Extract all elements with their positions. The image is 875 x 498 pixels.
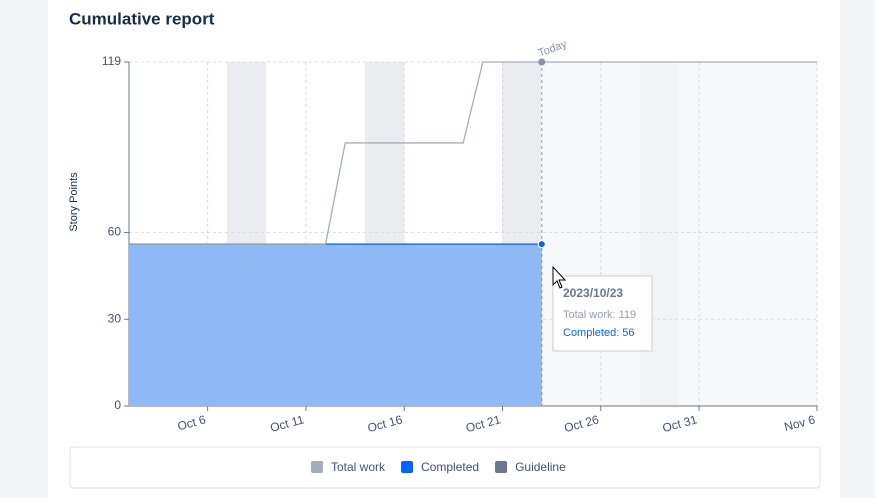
today-label: Today (537, 38, 569, 59)
future-region (541, 62, 817, 406)
legend-swatch (495, 461, 508, 473)
x-tick-label: Oct 16 (366, 412, 404, 435)
legend-swatch (401, 461, 414, 473)
legend-swatch (311, 461, 323, 473)
x-tick-label: Oct 26 (563, 412, 601, 435)
tooltip-title: 2023/10/23 (563, 286, 623, 300)
legend-label: Total work (331, 460, 386, 474)
x-tick-label: Oct 11 (269, 412, 306, 435)
x-tick-label: Oct 21 (464, 412, 502, 435)
completed-point (537, 240, 546, 249)
tooltip-line: Total work: 119 (563, 309, 636, 321)
x-tick-label: Nov 6 (783, 412, 817, 434)
x-tick-label: Oct 31 (661, 412, 699, 435)
chart-title: Cumulative report (69, 9, 215, 28)
tooltip: 2023/10/23 Total work: 119 Completed: 56 (552, 275, 653, 352)
cursor (552, 265, 567, 289)
y-axis-label: Story Points (68, 172, 80, 232)
y-tick-label: 30 (108, 311, 122, 325)
y-tick-label: 60 (108, 225, 122, 239)
tooltip-line: Completed: 56 (563, 327, 635, 339)
legend-label: Guideline (515, 460, 566, 474)
today-marker (538, 58, 546, 66)
legend-box (69, 446, 821, 489)
y-tick-label: 119 (102, 54, 121, 68)
completed-area (129, 244, 542, 406)
tooltip-box (552, 275, 653, 352)
legend-label: Completed (421, 460, 479, 474)
x-tick-label: Oct 6 (176, 412, 208, 433)
y-tick-label: 0 (114, 398, 121, 412)
